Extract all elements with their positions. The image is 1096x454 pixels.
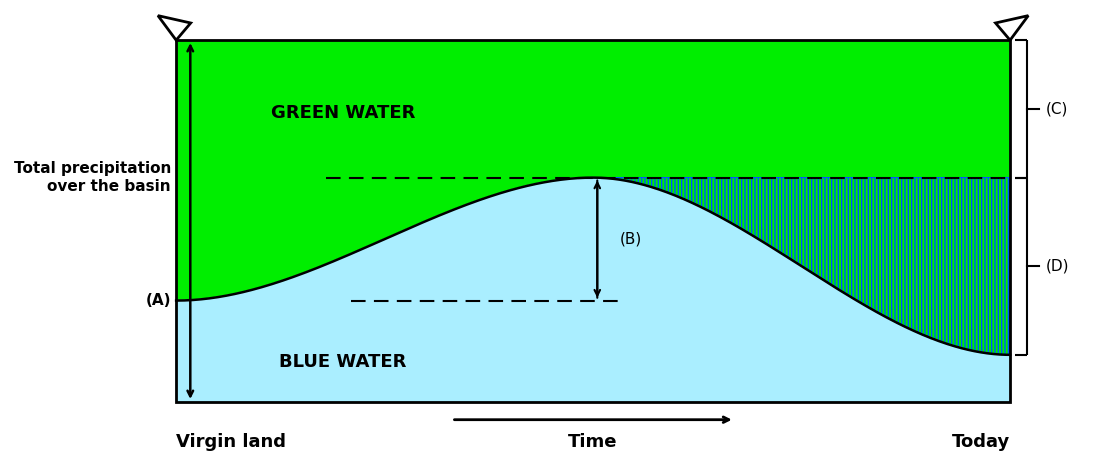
Text: Total precipitation
over the basin: Total precipitation over the basin — [14, 162, 171, 194]
Polygon shape — [158, 15, 191, 40]
Text: Time: Time — [569, 433, 618, 451]
Bar — [176, 40, 1011, 402]
Polygon shape — [995, 15, 1028, 40]
Text: GREEN WATER: GREEN WATER — [271, 104, 415, 122]
Text: Virgin land: Virgin land — [176, 433, 286, 451]
Polygon shape — [176, 178, 1011, 402]
Text: (A): (A) — [146, 293, 171, 308]
Polygon shape — [592, 178, 1011, 355]
Bar — [176, 40, 1011, 402]
Text: (C): (C) — [1046, 101, 1068, 116]
Text: BLUE WATER: BLUE WATER — [279, 353, 407, 371]
Text: (D): (D) — [1046, 259, 1069, 274]
Text: (B): (B) — [619, 232, 642, 247]
Text: Today: Today — [951, 433, 1011, 451]
